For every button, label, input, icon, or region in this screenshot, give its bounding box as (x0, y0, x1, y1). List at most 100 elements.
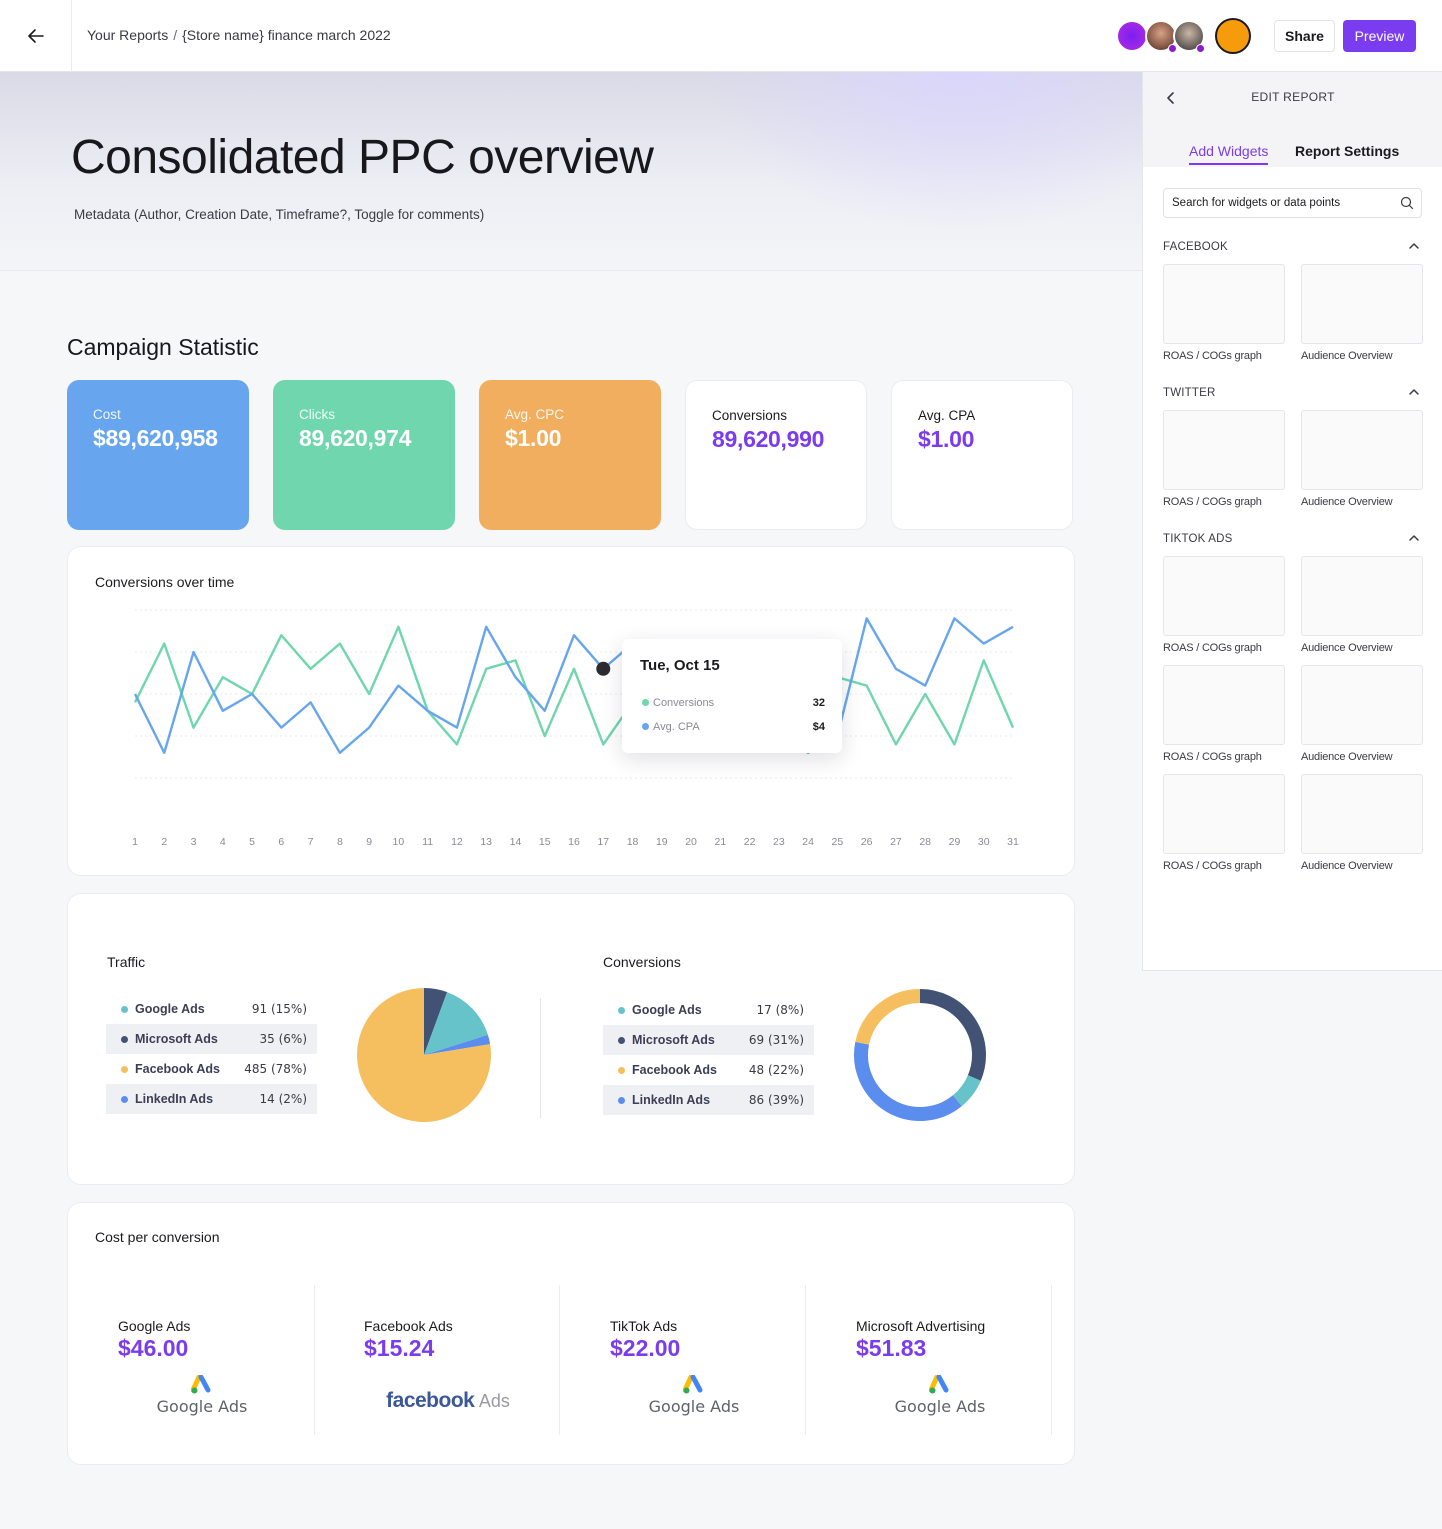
x-tick-label: 4 (220, 836, 226, 848)
logo-text: Google Ads (894, 1397, 986, 1416)
google-ads-logo: Google Ads (560, 1375, 828, 1417)
x-tick-label: 14 (510, 836, 522, 848)
legend-value: 14 (2%) (259, 1092, 307, 1106)
preview-button[interactable]: Preview (1343, 20, 1416, 52)
search-icon[interactable] (1400, 196, 1414, 210)
avatar[interactable] (1215, 18, 1251, 54)
widget-tile[interactable] (1163, 665, 1285, 745)
tooltip-date: Tue, Oct 15 (640, 657, 720, 674)
legend-value: 69 (31%) (748, 1033, 804, 1047)
breadcrumb-separator: / (173, 27, 178, 43)
stat-card-clicks[interactable]: Clicks 89,620,974 (273, 380, 455, 530)
chevron-left-icon[interactable] (1163, 90, 1179, 106)
x-tick-label: 24 (802, 836, 814, 848)
legend-row[interactable]: Microsoft Ads 35 (6%) (106, 1024, 317, 1054)
legend-row[interactable]: Facebook Ads 48 (22%) (603, 1055, 814, 1085)
stat-label: Clicks (299, 407, 335, 422)
widget-search-input[interactable] (1163, 188, 1422, 218)
legend-value: 86 (39%) (748, 1093, 804, 1107)
avatar[interactable] (1145, 20, 1177, 52)
traffic-conversions-card: Traffic Google Ads 91 (15%) Microsoft Ads… (67, 893, 1075, 1185)
chevron-up-icon[interactable] (1407, 531, 1421, 545)
stat-value: $89,620,958 (93, 425, 218, 451)
legend-row[interactable]: Microsoft Ads 69 (31%) (603, 1025, 814, 1055)
stat-card-conversions[interactable]: Conversions 89,620,990 (685, 380, 867, 530)
legend-label: Google Ads (632, 1003, 702, 1017)
legend-label: Google Ads (135, 1002, 205, 1016)
cpc-item-microsoft[interactable]: Microsoft Advertising $51.83 Google Ads (806, 1285, 1052, 1435)
series-line[interactable] (133, 625, 1015, 755)
widget-tile[interactable] (1163, 264, 1285, 344)
back-button[interactable] (0, 0, 72, 72)
donut-segment[interactable] (952, 1074, 981, 1107)
donut-segment[interactable] (854, 1041, 962, 1121)
donut-segment[interactable] (855, 989, 921, 1045)
legend-dot (121, 1006, 128, 1013)
breadcrumb: Your Reports / {Store name} finance march … (87, 27, 391, 43)
traffic-pie-chart[interactable] (354, 985, 494, 1125)
legend-dot (121, 1096, 128, 1103)
x-tick-label: 2 (161, 836, 167, 848)
top-bar: Your Reports / {Store name} finance march … (0, 0, 1442, 72)
x-tick-label: 20 (685, 836, 697, 848)
series-line[interactable] (133, 617, 1014, 755)
widget-tile[interactable] (1301, 410, 1423, 490)
facebook-wordmark: facebook (386, 1389, 475, 1412)
line-chart[interactable]: 1 2 3 4 5 6 7 8 9 10 11 12 13 14 15 16 17 18 19 20 21 22 23 24 2… (68, 547, 1076, 877)
legend-row[interactable]: Facebook Ads 485 (78%) (106, 1054, 317, 1084)
legend-dot (642, 699, 649, 706)
legend-label: Microsoft Ads (135, 1032, 218, 1046)
legend-row[interactable]: Google Ads 17 (8%) (603, 995, 814, 1025)
legend-row[interactable]: LinkedIn Ads 14 (2%) (106, 1084, 317, 1114)
legend-value: 485 (78%) (244, 1062, 307, 1076)
stat-label: Cost (93, 407, 121, 422)
pie-slice[interactable] (357, 988, 491, 1122)
chevron-up-icon[interactable] (1407, 385, 1421, 399)
widget-tile[interactable] (1301, 665, 1423, 745)
stat-card-avg-cpc[interactable]: Avg. CPC $1.00 (479, 380, 661, 530)
widget-tile[interactable] (1163, 556, 1285, 636)
cpc-item-facebook[interactable]: Facebook Ads $15.24 facebook Ads (314, 1285, 560, 1435)
legend-label: Facebook Ads (632, 1063, 717, 1077)
stat-card-avg-cpa[interactable]: Avg. CPA $1.00 (891, 380, 1073, 530)
group-title-twitter: TWITTER (1163, 387, 1216, 399)
widget-tile[interactable] (1163, 410, 1285, 490)
widget-label: Audience Overview (1301, 860, 1393, 872)
widget-tile[interactable] (1163, 774, 1285, 854)
group-title-facebook: FACEBOOK (1163, 241, 1228, 253)
x-tick-label: 31 (1007, 836, 1019, 848)
conversions-donut-chart[interactable] (850, 985, 990, 1125)
avatar[interactable] (1116, 20, 1148, 52)
cpc-item-google[interactable]: Google Ads $46.00 Google Ads (68, 1285, 314, 1435)
header-glow (702, 72, 1142, 232)
pie-slice[interactable] (424, 992, 488, 1055)
legend-dot (618, 1037, 625, 1044)
widget-tile[interactable] (1301, 264, 1423, 344)
widget-tile[interactable] (1301, 556, 1423, 636)
x-tick-label: 15 (539, 836, 551, 848)
pie-slice[interactable] (424, 1034, 491, 1055)
tooltip-value: $4 (812, 721, 825, 733)
legend-value: 17 (8%) (756, 1003, 804, 1017)
cpc-item-tiktok[interactable]: TikTok Ads $22.00 Google Ads (560, 1285, 806, 1435)
widget-tile[interactable] (1301, 774, 1423, 854)
logo-text: Google Ads (648, 1397, 740, 1416)
legend-dot (618, 1097, 625, 1104)
hover-point[interactable] (596, 661, 611, 676)
report-title[interactable]: Consolidated PPC overview (71, 131, 654, 184)
donut-segment[interactable] (919, 989, 986, 1081)
legend-row[interactable]: LinkedIn Ads 86 (39%) (603, 1085, 814, 1115)
share-button[interactable]: Share (1274, 20, 1335, 52)
legend-row[interactable]: Google Ads 91 (15%) (106, 994, 317, 1024)
tab-add-widgets[interactable]: Add Widgets (1189, 143, 1269, 165)
legend-label: Microsoft Ads (632, 1033, 715, 1047)
stat-card-cost[interactable]: Cost $89,620,958 (67, 380, 249, 530)
stat-value: $1.00 (505, 425, 562, 451)
legend-dot (121, 1036, 128, 1043)
chevron-up-icon[interactable] (1407, 239, 1421, 253)
breadcrumb-root[interactable]: Your Reports (87, 27, 169, 43)
cpc-value: $22.00 (610, 1335, 681, 1361)
tab-report-settings[interactable]: Report Settings (1295, 143, 1400, 159)
google-ads-icon (191, 1375, 211, 1394)
pie-slice[interactable] (424, 988, 448, 1055)
